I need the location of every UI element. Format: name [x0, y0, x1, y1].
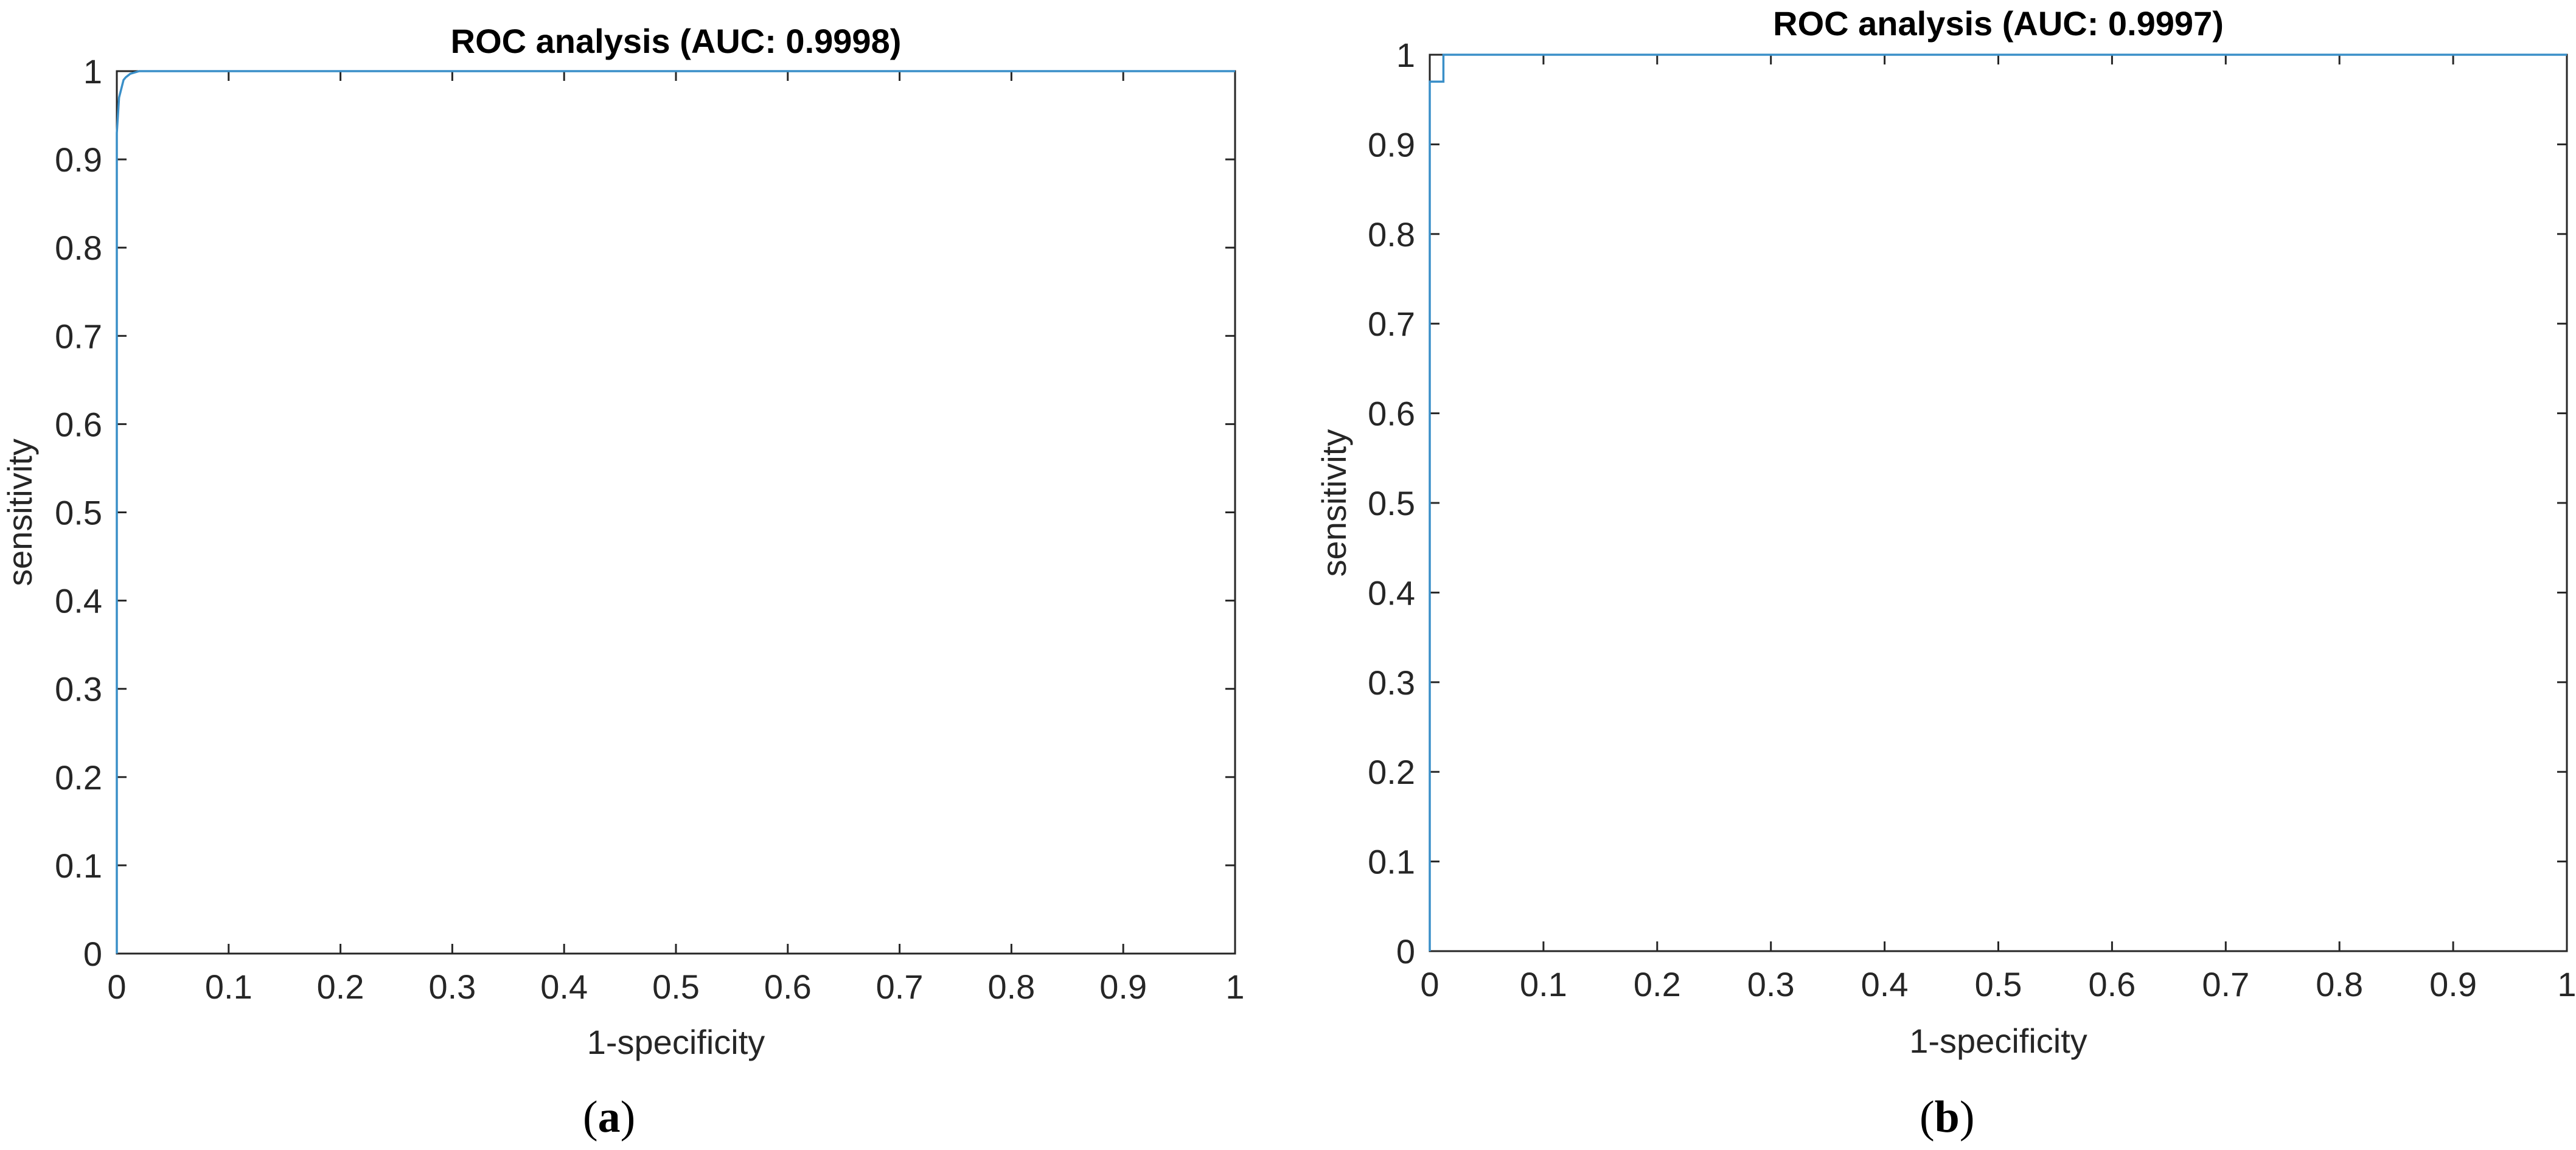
x-tick-label-b: 0.9	[2429, 965, 2477, 1003]
x-tick-label-a: 0.3	[428, 968, 476, 1006]
y-tick-label-b: 0.3	[1368, 663, 1415, 702]
x-tick-label-b: 0.2	[1634, 965, 1681, 1003]
y-tick-label-b: 0.2	[1368, 753, 1415, 791]
x-tick-label-b: 0.3	[1747, 965, 1795, 1003]
y-tick-label-a: 0	[83, 935, 102, 973]
x-tick-label-a: 0.7	[876, 968, 924, 1006]
y-axis-label-a: sensitivity	[1, 438, 39, 586]
x-tick-label-a: 0	[107, 968, 126, 1006]
caption-a: (a)	[583, 1092, 636, 1142]
x-tick-label-b: 0.1	[1520, 965, 1567, 1003]
plot-area-a: ROC analysis (AUC: 0.9998) 0 0.1 0.2 0.3 0.4 0…	[1, 22, 1245, 1061]
caption-b: (b)	[1920, 1092, 1975, 1142]
caption-label-b: b	[1934, 1092, 1960, 1142]
x-tick-label-b: 0.6	[2088, 965, 2136, 1003]
y-tick-label-b: 0.1	[1368, 843, 1415, 881]
y-tick-label-b: 0.9	[1368, 125, 1415, 164]
y-tick-label-b: 1	[1396, 36, 1415, 74]
y-axis-label-b: sensitivity	[1315, 429, 1353, 577]
chart-title-b: ROC analysis (AUC: 0.9997)	[1773, 4, 2224, 43]
y-tick-label-a: 0.4	[55, 582, 102, 620]
y-tick-label-a: 0.9	[55, 140, 102, 179]
x-tick-label-a: 0.5	[652, 968, 700, 1006]
y-tick-label-b: 0.4	[1368, 573, 1415, 612]
x-tick-label-a: 0.4	[540, 968, 588, 1006]
x-axis-label-b: 1-specificity	[1909, 1022, 2087, 1060]
x-tick-label-a: 0.1	[205, 968, 252, 1006]
roc-curve-b	[1429, 54, 2567, 951]
chart-title-a: ROC analysis (AUC: 0.9998)	[451, 22, 902, 60]
x-tick-label-b: 0.4	[1861, 965, 1909, 1003]
x-tick-label-a: 0.6	[764, 968, 812, 1006]
axes-frame-b	[1429, 54, 2568, 952]
y-tick-label-a: 0.8	[55, 229, 102, 267]
x-tick-label-a: 0.9	[1099, 968, 1147, 1006]
y-tick-label-a: 0.3	[55, 670, 102, 708]
x-tick-label-b: 0.5	[1975, 965, 2022, 1003]
x-tick-label-b: 0.7	[2202, 965, 2249, 1003]
plot-area-b: ROC analysis (AUC: 0.9997) 0 0.1 0.2 0.3 0.4 0…	[1315, 4, 2576, 1060]
y-tick-label-a: 0.6	[55, 405, 102, 443]
roc-chart-a: ROC analysis (AUC: 0.9998) 0 0.1 0.2 0.3 0.4 0…	[1, 22, 1245, 1061]
y-tick-label-b: 0	[1396, 932, 1415, 971]
y-tick-label-b: 0.8	[1368, 215, 1415, 254]
x-tick-label-b: 0.8	[2316, 965, 2363, 1003]
y-tick-label-a: 0.2	[55, 758, 102, 797]
y-tick-label-a: 0.1	[55, 847, 102, 885]
x-tick-label-b: 0	[1420, 965, 1439, 1003]
axes-frame-a	[116, 70, 1236, 955]
y-tick-label-a: 1	[83, 52, 102, 91]
roc-curve-a	[116, 70, 1235, 954]
caption-label-a: a	[597, 1092, 621, 1142]
x-tick-label-a: 1	[1225, 968, 1244, 1006]
roc-chart-b: ROC analysis (AUC: 0.9997) 0 0.1 0.2 0.3 0.4 0…	[1315, 4, 2576, 1060]
x-axis-label-a: 1-specificity	[587, 1023, 765, 1061]
y-tick-label-a: 0.7	[55, 317, 102, 355]
x-tick-label-b: 1	[2557, 965, 2576, 1003]
y-tick-label-b: 0.6	[1368, 395, 1415, 433]
y-tick-label-a: 0.5	[55, 494, 102, 532]
x-tick-label-a: 0.2	[317, 968, 364, 1006]
y-tick-label-b: 0.7	[1368, 305, 1415, 343]
x-tick-label-a: 0.8	[987, 968, 1035, 1006]
y-tick-label-b: 0.5	[1368, 484, 1415, 522]
